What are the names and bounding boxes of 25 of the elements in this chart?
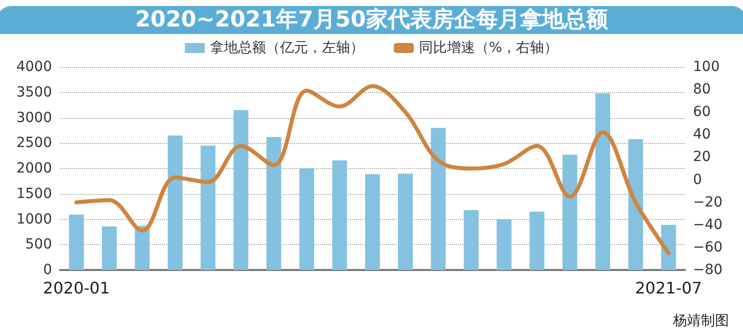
y2-tick-label: −80	[693, 262, 723, 278]
y2-tick-label: −40	[693, 216, 723, 233]
y2-tick-label: 80	[693, 82, 711, 98]
y2-tick-label: 40	[693, 126, 711, 143]
x-tick-label: 2020-01	[43, 278, 110, 298]
y2-tick-label: −60	[693, 239, 723, 256]
y-tick-label: 1500	[16, 186, 52, 202]
y2-tick-label: −20	[693, 194, 723, 210]
y-tick-label: 2500	[16, 135, 52, 152]
y2-tick-label: 60	[693, 104, 711, 120]
y-tick-label: 4000	[16, 59, 52, 75]
chart-title: 2020~2021年7月50家代表房企每月拿地总额	[135, 6, 609, 32]
legend-label: 拿地总额（亿元，左轴）	[210, 40, 364, 56]
y2-tick-label: 20	[693, 149, 711, 166]
x-tick-label: 2021-07	[635, 278, 702, 298]
y-tick-label: 3500	[16, 84, 52, 100]
y-tick-label: 3000	[16, 110, 52, 126]
y-tick-label: 1000	[16, 211, 52, 228]
legend-label: 同比增速（%，右轴）	[418, 40, 558, 56]
y-tick-label: 2000	[16, 160, 52, 176]
y2-tick-label: 0	[693, 172, 702, 188]
y-tick-label: 0	[43, 262, 52, 278]
y2-tick-label: 100	[693, 59, 720, 75]
text: 杨靖制图	[672, 313, 729, 329]
y-tick-label: 500	[25, 236, 52, 253]
